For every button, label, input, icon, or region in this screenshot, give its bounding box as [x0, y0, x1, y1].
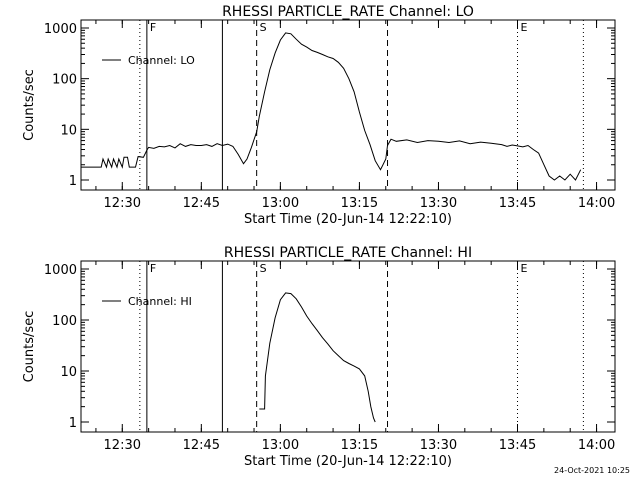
event-marker-label: S [260, 262, 267, 275]
y-tick-label: 10 [60, 123, 77, 138]
footer-timestamp: 24-Oct-2021 10:25 [554, 466, 630, 475]
x-axis-label: Start Time (20-Jun-14 12:22:10) [244, 454, 452, 469]
y-tick-label: 100 [52, 73, 77, 88]
x-tick-label: 12:45 [183, 438, 220, 453]
y-tick-label: 10 [60, 365, 77, 380]
y-tick-label: 1000 [44, 263, 77, 278]
x-tick-label: 13:00 [262, 196, 299, 211]
x-tick-label: 13:30 [420, 196, 457, 211]
chart-panel-2: RHESSI PARTICLE_RATE Channel: HI Counts/s… [22, 245, 616, 469]
plot-frame [80, 19, 616, 191]
x-tick-label: 13:45 [499, 438, 536, 453]
event-marker-label: E [521, 21, 528, 34]
event-marker-label: E [521, 262, 528, 275]
plot-frame [80, 260, 616, 433]
x-tick-label: 12:30 [104, 438, 141, 453]
chart-title: RHESSI PARTICLE_RATE Channel: HI [224, 245, 472, 261]
event-marker-label: F [150, 21, 156, 34]
x-tick-label: 13:45 [499, 196, 536, 211]
event-marker-label: S [260, 21, 267, 34]
x-tick-label: 13:30 [420, 438, 457, 453]
y-tick-label: 1 [69, 416, 77, 431]
chart-panel-1: RHESSI PARTICLE_RATE Channel: LO Counts/s… [22, 4, 616, 227]
x-tick-label: 14:00 [578, 438, 615, 453]
x-tick-label: 12:45 [183, 196, 220, 211]
chart-title: RHESSI PARTICLE_RATE Channel: LO [222, 4, 474, 20]
x-tick-label: 13:15 [341, 438, 378, 453]
y-axis-label: Counts/sec [22, 69, 37, 141]
legend-label: Channel: LO [128, 54, 195, 67]
event-marker-label: F [150, 262, 156, 275]
x-tick-label: 14:00 [578, 196, 615, 211]
y-tick-label: 100 [52, 314, 77, 329]
y-tick-label: 1000 [44, 22, 77, 37]
series-line [81, 32, 582, 181]
x-axis-label: Start Time (20-Jun-14 12:22:10) [244, 212, 452, 227]
series-line [259, 292, 376, 423]
x-tick-label: 13:15 [341, 196, 378, 211]
y-tick-label: 1 [69, 174, 77, 189]
y-axis-label: Counts/sec [22, 311, 37, 383]
x-tick-label: 13:00 [262, 438, 299, 453]
legend-label: Channel: HI [128, 295, 192, 308]
x-tick-label: 12:30 [104, 196, 141, 211]
